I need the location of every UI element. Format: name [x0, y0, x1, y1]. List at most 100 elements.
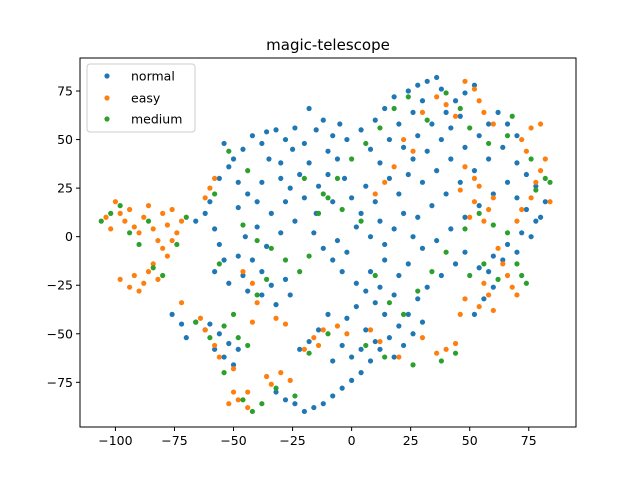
point-easy-68 — [457, 187, 463, 193]
legend-label-medium: medium — [131, 112, 182, 127]
point-medium-78 — [481, 261, 487, 267]
point-normal-125 — [438, 272, 444, 279]
point-easy-69 — [495, 245, 501, 251]
point-easy-42 — [315, 342, 322, 349]
point-normal-89 — [424, 148, 430, 154]
point-medium-7 — [160, 272, 166, 279]
point-medium-73 — [230, 311, 237, 317]
point-medium-34 — [429, 269, 435, 275]
point-medium-77 — [495, 276, 501, 282]
point-normal-17 — [287, 185, 293, 191]
point-medium-52 — [509, 113, 515, 119]
point-normal-22 — [268, 210, 274, 216]
point-normal-114 — [490, 191, 496, 197]
point-normal-4 — [266, 156, 272, 162]
x-tick-label-3: −25 — [279, 433, 305, 448]
point-normal-145 — [410, 331, 416, 337]
x-tick-label-2: −50 — [220, 433, 246, 448]
point-normal-124 — [452, 261, 459, 267]
point-medium-32 — [400, 311, 407, 317]
point-normal-157 — [330, 358, 336, 364]
point-normal-32 — [278, 230, 284, 236]
point-medium-53 — [504, 133, 511, 139]
point-medium-49 — [542, 175, 548, 182]
point-normal-95 — [462, 144, 468, 150]
point-normal-200 — [207, 199, 213, 205]
y-tick-label-4: 25 — [57, 181, 73, 196]
point-easy-1 — [117, 210, 123, 216]
point-medium-41 — [462, 226, 468, 232]
point-easy-0 — [112, 199, 119, 205]
point-normal-164 — [405, 261, 411, 267]
point-normal-187 — [169, 311, 175, 317]
point-easy-66 — [471, 175, 478, 182]
point-easy-46 — [254, 300, 260, 306]
point-normal-198 — [297, 346, 303, 352]
point-easy-31 — [216, 354, 222, 360]
point-easy-102 — [391, 164, 397, 170]
point-normal-144 — [400, 342, 407, 349]
point-normal-48 — [330, 257, 336, 263]
point-normal-112 — [462, 214, 468, 220]
point-medium-76 — [245, 342, 251, 349]
point-normal-147 — [382, 311, 388, 317]
point-easy-109 — [178, 300, 185, 306]
point-normal-194 — [212, 269, 218, 275]
y-axis: −75 −50 −25 0 25 50 75 — [47, 84, 80, 390]
point-easy-48 — [202, 195, 208, 201]
point-normal-34 — [249, 257, 256, 263]
x-tick-label-4: 0 — [348, 433, 356, 448]
point-medium-28 — [339, 206, 345, 213]
point-normal-199 — [325, 311, 331, 317]
point-medium-37 — [438, 358, 444, 364]
point-medium-56 — [457, 105, 463, 112]
point-medium-55 — [467, 125, 473, 131]
point-normal-176 — [514, 160, 520, 166]
point-easy-56 — [443, 346, 449, 352]
point-normal-205 — [292, 125, 298, 131]
point-easy-15 — [117, 276, 123, 282]
point-normal-20 — [235, 204, 241, 211]
point-easy-78 — [462, 296, 468, 302]
point-normal-190 — [202, 210, 208, 216]
point-easy-22 — [155, 276, 161, 282]
point-easy-82 — [528, 195, 534, 201]
point-normal-160 — [382, 257, 388, 263]
point-medium-65 — [320, 191, 326, 197]
point-medium-1 — [108, 210, 114, 216]
point-medium-30 — [372, 272, 378, 279]
point-easy-28 — [197, 315, 204, 321]
point-normal-64 — [377, 160, 383, 166]
plot-frame — [79, 57, 577, 428]
point-easy-11 — [164, 222, 170, 228]
point-easy-3 — [127, 206, 133, 213]
point-medium-9 — [183, 214, 189, 220]
point-normal-61 — [400, 210, 407, 216]
point-easy-27 — [178, 218, 185, 224]
point-normal-12 — [337, 121, 343, 127]
point-normal-11 — [330, 133, 336, 139]
point-easy-54 — [377, 338, 383, 345]
point-medium-8 — [174, 241, 180, 248]
point-easy-72 — [509, 284, 515, 290]
point-normal-209 — [325, 148, 331, 154]
point-easy-52 — [249, 280, 256, 286]
point-easy-17 — [131, 272, 137, 279]
point-medium-66 — [315, 210, 322, 216]
point-normal-119 — [519, 230, 525, 236]
point-normal-130 — [386, 335, 393, 341]
point-normal-197 — [306, 338, 312, 345]
point-normal-156 — [339, 342, 345, 349]
point-normal-59 — [382, 241, 388, 248]
point-normal-111 — [448, 226, 454, 232]
point-easy-87 — [523, 148, 530, 154]
point-medium-15 — [259, 401, 265, 407]
point-medium-29 — [358, 218, 364, 224]
point-normal-116 — [514, 195, 520, 201]
point-medium-50 — [547, 179, 553, 185]
point-medium-46 — [519, 272, 525, 279]
point-medium-43 — [490, 222, 496, 228]
point-normal-24 — [301, 195, 307, 201]
point-normal-87 — [448, 125, 454, 131]
